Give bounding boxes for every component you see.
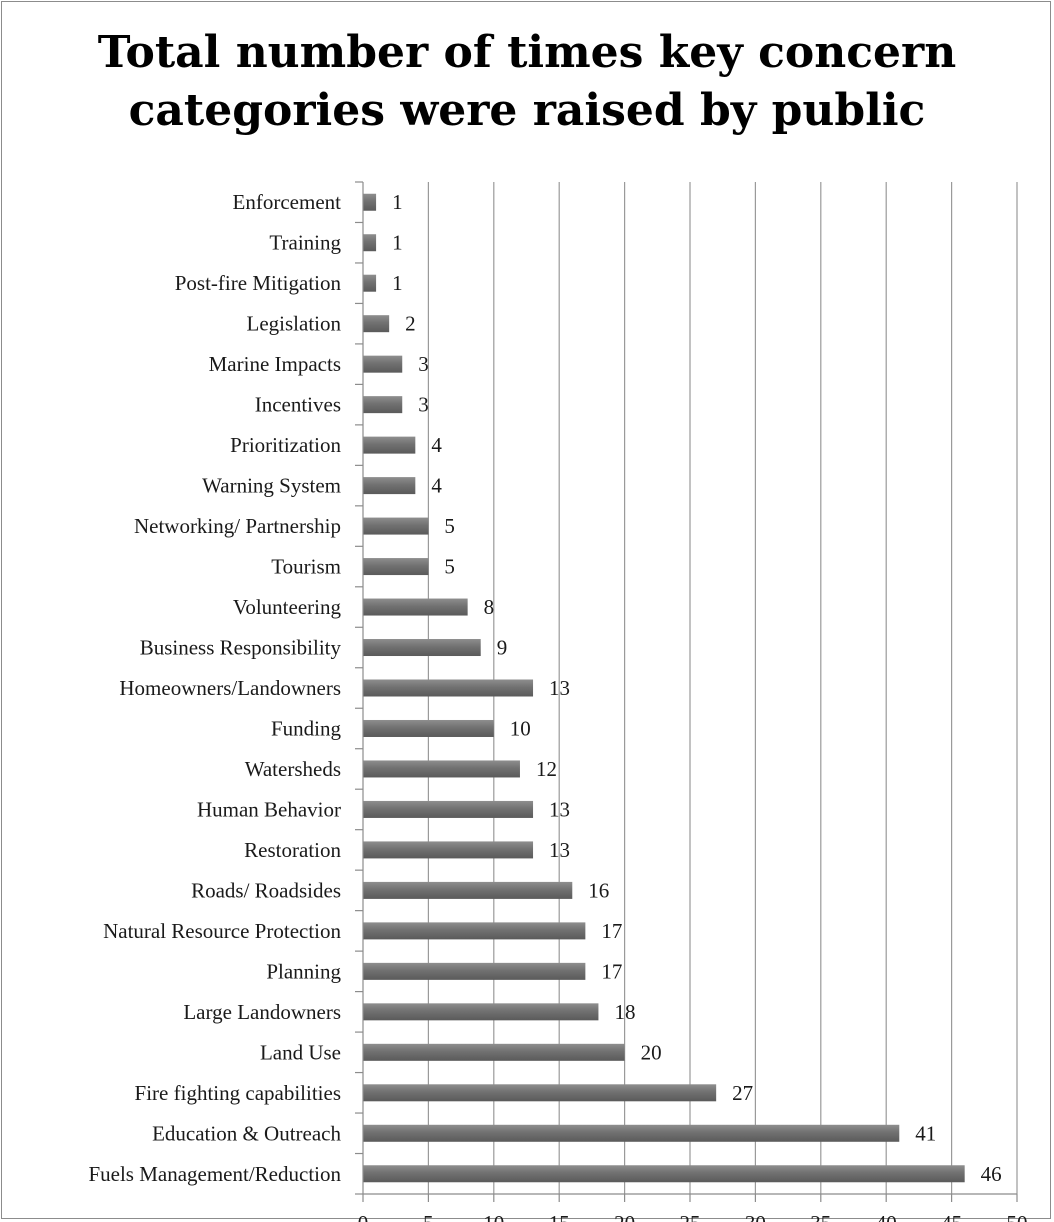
value-label: 2 bbox=[405, 312, 416, 336]
value-label: 4 bbox=[431, 433, 442, 457]
category-label: Planning bbox=[266, 959, 341, 983]
x-tick-label: 0 bbox=[358, 1211, 369, 1222]
bar bbox=[363, 558, 429, 576]
category-label: Tourism bbox=[271, 555, 341, 579]
value-label: 41 bbox=[915, 1121, 936, 1145]
bar bbox=[363, 1084, 717, 1102]
bar bbox=[363, 193, 377, 211]
value-label: 20 bbox=[641, 1040, 662, 1064]
value-label: 13 bbox=[549, 797, 570, 821]
bar bbox=[363, 679, 534, 697]
x-tick-label: 15 bbox=[549, 1211, 570, 1222]
bars bbox=[363, 193, 965, 1183]
bar bbox=[363, 598, 468, 616]
x-tick-label: 5 bbox=[423, 1211, 434, 1222]
x-tick-label: 20 bbox=[614, 1211, 635, 1222]
bar bbox=[363, 1124, 900, 1142]
category-label: Post-fire Mitigation bbox=[175, 271, 342, 295]
bar bbox=[363, 841, 534, 859]
chart-title-line-1: Total number of times key concern bbox=[97, 27, 957, 78]
bar bbox=[363, 1003, 599, 1021]
category-label: Fuels Management/Reduction bbox=[88, 1162, 341, 1186]
value-label: 27 bbox=[732, 1081, 753, 1105]
bar bbox=[363, 477, 416, 495]
value-label: 16 bbox=[588, 878, 609, 902]
category-label: Legislation bbox=[247, 312, 342, 336]
value-label: 1 bbox=[392, 271, 403, 295]
x-tick-label: 45 bbox=[941, 1211, 962, 1222]
x-tick-label: 40 bbox=[876, 1211, 897, 1222]
bar bbox=[363, 760, 520, 778]
chart-title: Total number of times key concern catego… bbox=[0, 24, 1054, 140]
category-label: Restoration bbox=[244, 838, 341, 862]
category-label: Human Behavior bbox=[197, 797, 341, 821]
value-label: 8 bbox=[484, 595, 495, 619]
category-label: Large Landowners bbox=[183, 1000, 341, 1024]
axes bbox=[355, 181, 1018, 1202]
category-label: Natural Resource Protection bbox=[103, 919, 341, 943]
x-tick-label: 25 bbox=[680, 1211, 701, 1222]
category-label: Funding bbox=[271, 716, 342, 740]
value-label: 17 bbox=[601, 959, 622, 983]
bar bbox=[363, 962, 586, 980]
value-label: 1 bbox=[392, 190, 403, 214]
value-label: 18 bbox=[614, 1000, 635, 1024]
bar bbox=[363, 274, 377, 292]
category-label: Business Responsibility bbox=[140, 636, 342, 660]
value-label: 17 bbox=[601, 919, 622, 943]
bar bbox=[363, 719, 494, 737]
value-label: 13 bbox=[549, 676, 570, 700]
gridlines bbox=[427, 182, 1018, 1194]
x-tick-label: 10 bbox=[483, 1211, 504, 1222]
labels: 05101520253035404550Enforcement1Training… bbox=[88, 190, 1027, 1222]
bar bbox=[363, 396, 403, 414]
value-label: 12 bbox=[536, 757, 557, 781]
category-label: Land Use bbox=[260, 1040, 341, 1064]
bar bbox=[363, 881, 573, 899]
category-label: Incentives bbox=[255, 393, 341, 417]
bar bbox=[363, 355, 403, 373]
x-tick-label: 30 bbox=[745, 1211, 766, 1222]
bar bbox=[363, 315, 390, 333]
bar bbox=[363, 1043, 625, 1061]
value-label: 3 bbox=[418, 352, 429, 376]
bar bbox=[363, 517, 429, 535]
category-label: Marine Impacts bbox=[209, 352, 341, 376]
category-label: Fire fighting capabilities bbox=[135, 1081, 341, 1105]
category-label: Watersheds bbox=[245, 757, 341, 781]
value-label: 13 bbox=[549, 838, 570, 862]
category-label: Roads/ Roadsides bbox=[191, 878, 341, 902]
category-label: Networking/ Partnership bbox=[134, 514, 341, 538]
bar bbox=[363, 234, 377, 252]
x-tick-label: 35 bbox=[810, 1211, 831, 1222]
value-label: 1 bbox=[392, 231, 403, 255]
category-label: Education & Outreach bbox=[152, 1121, 341, 1145]
bar bbox=[363, 800, 534, 818]
x-tick-label: 50 bbox=[1007, 1211, 1028, 1222]
value-label: 4 bbox=[431, 474, 442, 498]
value-label: 5 bbox=[444, 514, 455, 538]
category-label: Volunteering bbox=[233, 595, 342, 619]
bar bbox=[363, 922, 586, 940]
value-label: 5 bbox=[444, 555, 455, 579]
value-label: 10 bbox=[510, 716, 531, 740]
value-label: 46 bbox=[981, 1162, 1002, 1186]
value-label: 9 bbox=[497, 636, 508, 660]
category-label: Prioritization bbox=[230, 433, 341, 457]
bar bbox=[363, 639, 481, 657]
bar bbox=[363, 1165, 965, 1183]
category-label: Training bbox=[269, 231, 341, 255]
category-label: Enforcement bbox=[233, 190, 342, 214]
chart-title-line-2: categories were raised by public bbox=[128, 85, 926, 136]
category-label: Warning System bbox=[202, 474, 341, 498]
value-label: 3 bbox=[418, 393, 429, 417]
bar bbox=[363, 436, 416, 454]
category-label: Homeowners/Landowners bbox=[119, 676, 341, 700]
